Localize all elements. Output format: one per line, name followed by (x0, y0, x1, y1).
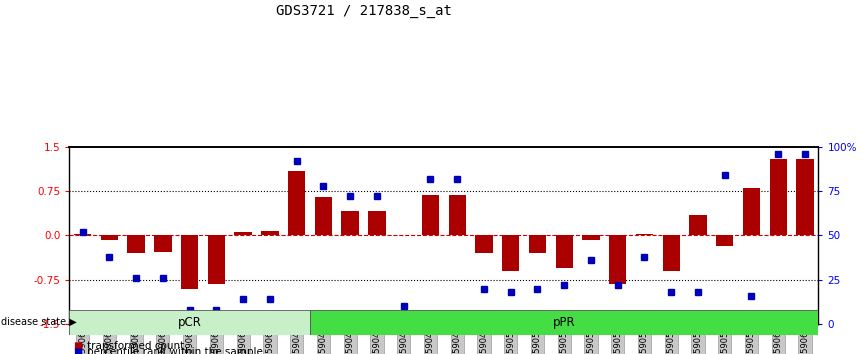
Bar (127, 235, 145, 253)
Bar (529, 235, 546, 253)
Bar (475, 235, 493, 253)
Bar (69, 310, 310, 335)
Bar (181, 235, 198, 289)
Bar (100, 235, 118, 240)
Text: GDS3721 / 217838_s_at: GDS3721 / 217838_s_at (275, 4, 452, 18)
Bar (636, 234, 653, 235)
Bar (555, 235, 573, 268)
Bar (502, 235, 520, 271)
Bar (770, 159, 787, 235)
Bar (74, 234, 91, 235)
Bar (235, 233, 252, 235)
Text: disease state ▶: disease state ▶ (1, 317, 76, 327)
Bar (449, 195, 466, 235)
Bar (314, 197, 333, 235)
Bar (716, 235, 734, 246)
Bar (743, 188, 760, 235)
Bar (582, 235, 599, 240)
Bar (310, 310, 818, 335)
Text: pPR: pPR (553, 316, 576, 329)
Text: transformed count: transformed count (87, 341, 184, 351)
Bar (288, 171, 306, 235)
Bar (422, 195, 439, 235)
Bar (154, 235, 171, 252)
Bar (341, 211, 359, 235)
Bar (609, 235, 626, 284)
Bar (689, 215, 707, 235)
Bar (797, 159, 814, 235)
Bar (208, 235, 225, 284)
Text: ■: ■ (74, 347, 83, 354)
Text: pCR: pCR (178, 316, 202, 329)
Bar (662, 235, 680, 271)
Text: ■: ■ (74, 341, 83, 351)
Text: percentile rank within the sample: percentile rank within the sample (87, 347, 262, 354)
Bar (262, 231, 279, 235)
Bar (368, 211, 385, 235)
